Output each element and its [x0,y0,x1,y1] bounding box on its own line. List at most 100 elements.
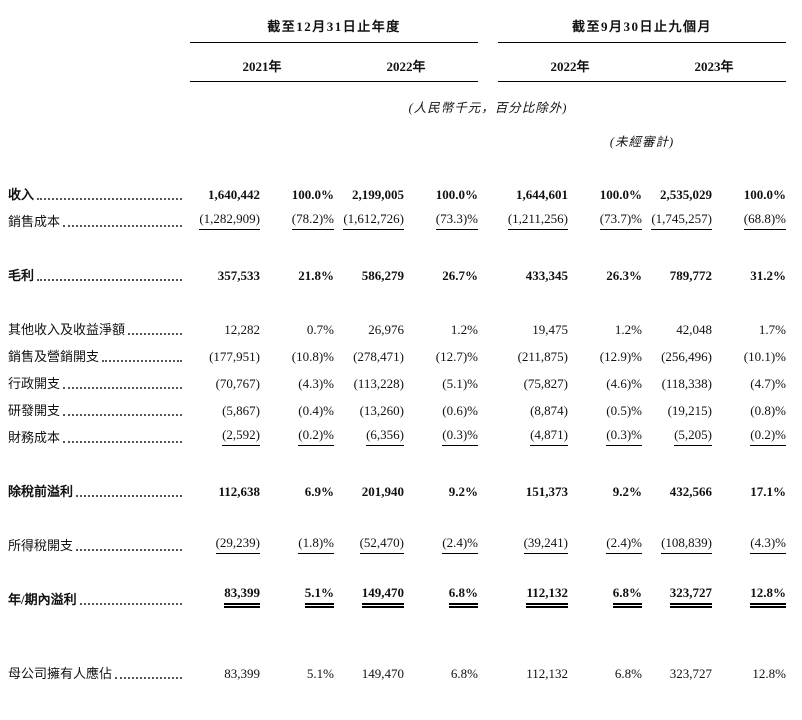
note-row-currency: (人民幣千元，百分比除外) [8,97,788,116]
value-cell: (1,745,257) [642,211,728,234]
row-label: 銷售及營銷開支 [8,346,190,369]
percent-cell: 5.1% [276,585,334,612]
value-cell: (108,839) [642,535,728,558]
percent-cell: (73.3)% [420,211,478,234]
row-label-text: 除稅前溢利 [8,484,74,499]
percent-cell: 17.1% [750,484,786,499]
percent-cell: 6.8% [450,666,478,681]
percent-cell: (12.7)% [435,349,478,364]
percent-cell: 6.8% [614,666,642,681]
value-cell: 19,475 [532,322,568,337]
value-cell: 149,470 [361,666,404,681]
value-cell: 149,470 [334,585,420,612]
value-cell: 112,132 [526,666,568,681]
percent-cell: (2.4)% [420,535,478,558]
value-cell: 323,727 [669,666,712,681]
table-row: 除稅前溢利 112,638 6.9% 201,940 9.2% 151,373 9.2% 43… [8,477,788,504]
table-row: 銷售成本 (1,282,909) (78.2)% (1,612,726) (73.3)%… [8,207,788,234]
percent-cell: 31.2% [750,268,786,283]
table-row: 毛利 357,533 21.8% 586,279 26.7% 433,345 26.3% 78… [8,261,788,288]
value-cell: 83,399 [224,666,260,681]
note-row-unaudited: (未經審計) [8,131,788,150]
column-group-nine-months: 截至9月30日止九個月 [498,16,786,43]
value-cell: 1,644,601 [516,187,568,202]
row-label-text: 財務成本 [8,430,61,445]
percent-cell: 9.2% [612,484,642,499]
row-label-text: 收入 [8,187,35,202]
value-cell: (1,612,726) [334,211,420,234]
row-label-text: 行政開支 [8,376,61,391]
dot-leader [63,225,182,227]
dot-leader [76,495,182,497]
year-header-2023-nine-months: 2023年 [642,56,786,82]
row-label: 年/期內溢利 [8,589,190,612]
percent-cell: 26.7% [442,268,478,283]
value-cell: (1,211,256) [498,211,584,234]
percent-cell: 1.2% [614,322,642,337]
value-cell: 2,199,005 [352,187,404,202]
percent-cell: (4.3)% [298,376,334,391]
value-cell: (2,592) [190,427,276,450]
percent-cell: (10.8)% [291,349,334,364]
row-label: 除稅前溢利 [8,481,190,504]
value-cell: (177,951) [209,349,260,364]
percent-cell: 100.0% [435,187,478,202]
dot-leader [79,603,182,605]
table-row: 年/期內溢利 83,399 5.1% 149,470 6.8% 112,132 6.8% 32… [8,585,788,612]
percent-cell: 1.7% [758,322,786,337]
percent-cell: 100.0% [599,187,642,202]
row-label-text: 研發開支 [8,403,61,418]
percent-cell: 12.8% [752,666,786,681]
value-cell: (5,867) [222,403,260,418]
percent-cell: (73.7)% [584,211,642,234]
dot-leader [128,333,182,335]
percent-cell: (10.1)% [743,349,786,364]
value-cell: (39,241) [498,535,584,558]
row-label-text: 毛利 [8,268,35,283]
table-row: 行政開支 (70,767) (4.3)% (113,228) (5.1)% (75,827… [8,369,788,396]
row-label: 研發開支 [8,400,190,423]
year-header-2022: 2022年 [334,56,478,82]
row-label-text: 銷售及營銷開支 [8,349,100,364]
percent-cell: 100.0% [743,187,786,202]
value-cell: (113,228) [353,376,404,391]
dot-leader [37,198,182,200]
table-row: 母公司擁有人應佔 83,399 5.1% 149,470 6.8% 112,132 6.8%… [8,659,788,686]
value-cell: 12,282 [224,322,260,337]
percent-cell: 9.2% [448,484,478,499]
value-cell: (8,874) [530,403,568,418]
value-cell: 42,048 [676,322,712,337]
value-cell: 26,976 [368,322,404,337]
percent-cell: 26.3% [606,268,642,283]
percent-cell: (4.7)% [750,376,786,391]
row-label-text: 所得稅開支 [8,538,74,553]
year-header-2021: 2021年 [190,56,334,82]
value-cell: (52,470) [334,535,420,558]
value-cell: (211,875) [517,349,568,364]
percent-cell: (2.4)% [584,535,642,558]
percent-cell: (0.3)% [420,427,478,450]
percent-cell: (4.6)% [606,376,642,391]
column-group-annual: 截至12月31日止年度 [190,16,478,43]
value-cell: (118,338) [661,376,712,391]
percent-cell: (0.3)% [584,427,642,450]
percent-cell: 21.8% [298,268,334,283]
table-row: 所得稅開支 (29,239) (1.8)% (52,470) (2.4)% (39,241… [8,531,788,558]
row-label-text: 銷售成本 [8,214,61,229]
percent-cell: 5.1% [306,666,334,681]
value-cell: (256,496) [661,349,712,364]
percent-cell: (5.1)% [442,376,478,391]
row-label: 母公司擁有人應佔 [8,663,190,686]
row-label: 其他收入及收益淨額 [8,319,190,342]
percent-cell: 6.8% [420,585,478,612]
value-cell: (6,356) [334,427,420,450]
percent-cell: (0.6)% [442,403,478,418]
percent-cell: (0.4)% [298,403,334,418]
currency-note: (人民幣千元，百分比除外) [408,101,568,115]
value-cell: (75,827) [523,376,568,391]
percent-cell: 1.2% [450,322,478,337]
value-cell: (19,215) [667,403,712,418]
percent-cell: (0.2)% [728,427,786,450]
value-cell: 357,533 [217,268,260,283]
value-cell: 433,345 [525,268,568,283]
